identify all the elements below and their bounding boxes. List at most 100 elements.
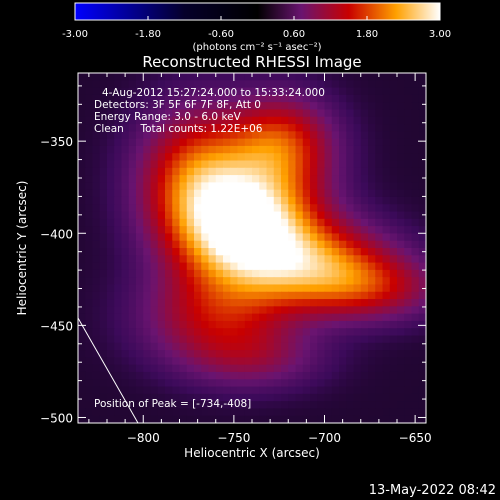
heatmap-cell bbox=[136, 364, 144, 373]
heatmap-cell bbox=[295, 175, 304, 183]
heatmap-cell bbox=[136, 255, 144, 264]
heatmap-cell bbox=[302, 226, 311, 235]
heatmap-cell bbox=[310, 415, 318, 423]
heatmap-cell bbox=[99, 160, 108, 169]
heatmap-cell bbox=[360, 379, 369, 388]
heatmap-cell bbox=[157, 160, 166, 169]
heatmap-cell bbox=[375, 138, 384, 147]
heatmap-cell bbox=[295, 124, 304, 132]
heatmap-cell bbox=[244, 175, 253, 183]
heatmap-cell bbox=[92, 116, 101, 125]
heatmap-cell bbox=[172, 240, 181, 249]
heatmap-cell bbox=[85, 328, 94, 337]
heatmap-cell bbox=[404, 299, 413, 307]
heatmap-cell bbox=[194, 102, 202, 111]
heatmap-cell bbox=[244, 218, 253, 227]
heatmap-cell bbox=[281, 73, 289, 81]
heatmap-cell bbox=[353, 255, 362, 264]
heatmap-cell bbox=[99, 240, 108, 249]
heatmap-cell bbox=[346, 364, 355, 373]
heatmap-cell bbox=[252, 87, 260, 96]
heatmap-cell bbox=[368, 153, 376, 162]
heatmap-cell bbox=[404, 393, 413, 402]
heatmap-cell bbox=[339, 401, 347, 410]
heatmap-cell bbox=[317, 160, 326, 169]
heatmap-cell bbox=[375, 291, 384, 300]
heatmap-cell bbox=[404, 291, 413, 300]
heatmap-cell bbox=[92, 196, 101, 205]
heatmap-cell bbox=[339, 218, 347, 227]
heatmap-cell bbox=[244, 131, 253, 140]
heatmap-cell bbox=[194, 277, 202, 286]
heatmap-cell bbox=[331, 306, 340, 315]
heatmap-cell bbox=[360, 371, 369, 380]
heatmap-cell bbox=[273, 357, 282, 366]
heatmap-cell bbox=[244, 401, 253, 410]
heatmap-cell bbox=[78, 204, 86, 213]
heatmap-cell bbox=[259, 167, 268, 176]
heatmap-cell bbox=[157, 109, 166, 118]
heatmap-cell bbox=[339, 342, 347, 351]
heatmap-cell bbox=[404, 167, 413, 176]
heatmap-cell bbox=[404, 109, 413, 118]
heatmap-cell bbox=[179, 175, 188, 183]
heatmap-cell bbox=[172, 386, 181, 395]
heatmap-cell bbox=[404, 233, 413, 242]
heatmap-cell bbox=[418, 167, 426, 176]
heatmap-cell bbox=[78, 371, 86, 380]
heatmap-cell bbox=[259, 204, 268, 213]
heatmap-cell bbox=[208, 153, 217, 162]
heatmap-cell bbox=[121, 306, 130, 315]
heatmap-cell bbox=[78, 357, 86, 366]
heatmap-cell bbox=[310, 299, 318, 307]
heatmap-cell bbox=[143, 94, 152, 103]
heatmap-cell bbox=[302, 350, 311, 358]
heatmap-cell bbox=[215, 138, 224, 147]
heatmap-cell bbox=[136, 124, 144, 132]
heatmap-cell bbox=[121, 350, 130, 358]
heatmap-cell bbox=[360, 233, 369, 242]
heatmap-cell bbox=[324, 102, 333, 111]
heatmap-cell bbox=[252, 211, 260, 220]
heatmap-cell bbox=[360, 211, 369, 220]
heatmap-cell bbox=[157, 284, 166, 293]
heatmap-cell bbox=[223, 138, 231, 147]
heatmap-cell bbox=[128, 299, 137, 307]
heatmap-cell bbox=[310, 408, 318, 417]
heatmap-cell bbox=[281, 379, 289, 388]
heatmap-cell bbox=[252, 116, 260, 125]
heatmap-cell bbox=[165, 393, 173, 402]
heatmap-cell bbox=[368, 350, 376, 358]
heatmap-cell bbox=[128, 131, 137, 140]
heatmap-cell bbox=[136, 102, 144, 111]
heatmap-cell bbox=[201, 386, 210, 395]
heatmap-cell bbox=[252, 226, 260, 235]
heatmap-cell bbox=[172, 415, 181, 423]
heatmap-cell bbox=[317, 313, 326, 322]
heatmap-cell bbox=[150, 313, 159, 322]
heatmap-cell bbox=[281, 87, 289, 96]
heatmap-cell bbox=[107, 116, 115, 125]
heatmap-cell bbox=[389, 116, 398, 125]
heatmap-cell bbox=[324, 320, 333, 329]
heatmap-cell bbox=[179, 124, 188, 132]
heatmap-cell bbox=[418, 240, 426, 249]
heatmap-cell bbox=[107, 145, 115, 154]
heatmap-cell bbox=[281, 218, 289, 227]
heatmap-cell bbox=[128, 248, 137, 256]
heatmap-cell bbox=[157, 153, 166, 162]
heatmap-cell bbox=[223, 342, 231, 351]
heatmap-cell bbox=[215, 350, 224, 358]
heatmap-cell bbox=[397, 182, 405, 191]
heatmap-cell bbox=[259, 175, 268, 183]
heatmap-cell bbox=[302, 386, 311, 395]
heatmap-cell bbox=[230, 255, 239, 264]
heatmap-cell bbox=[266, 313, 275, 322]
heatmap-cell bbox=[339, 102, 347, 111]
heatmap-cell bbox=[223, 284, 231, 293]
heatmap-cell bbox=[324, 73, 333, 81]
heatmap-cell bbox=[150, 379, 159, 388]
heatmap-cell bbox=[252, 189, 260, 198]
heatmap-cell bbox=[157, 175, 166, 183]
heatmap-cell bbox=[404, 80, 413, 89]
